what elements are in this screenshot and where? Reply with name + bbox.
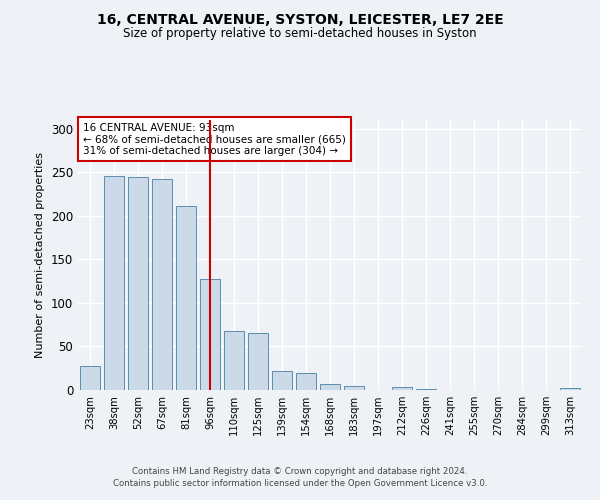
Bar: [560, 388, 580, 390]
Bar: [128, 178, 148, 390]
Bar: [344, 386, 364, 390]
Bar: [392, 386, 412, 390]
Text: Contains public sector information licensed under the Open Government Licence v3: Contains public sector information licen…: [113, 478, 487, 488]
Bar: [272, 371, 292, 390]
Text: Contains HM Land Registry data © Crown copyright and database right 2024.: Contains HM Land Registry data © Crown c…: [132, 467, 468, 476]
Y-axis label: Number of semi-detached properties: Number of semi-detached properties: [35, 152, 46, 358]
Bar: [296, 374, 316, 390]
Bar: [200, 280, 220, 390]
Bar: [224, 331, 244, 390]
Text: Size of property relative to semi-detached houses in Syston: Size of property relative to semi-detach…: [123, 28, 477, 40]
Bar: [104, 176, 124, 390]
Bar: [248, 334, 268, 390]
Bar: [80, 366, 100, 390]
Text: 16, CENTRAL AVENUE, SYSTON, LEICESTER, LE7 2EE: 16, CENTRAL AVENUE, SYSTON, LEICESTER, L…: [97, 12, 503, 26]
Bar: [416, 389, 436, 390]
Bar: [152, 179, 172, 390]
Bar: [176, 206, 196, 390]
Text: 16 CENTRAL AVENUE: 93sqm
← 68% of semi-detached houses are smaller (665)
31% of : 16 CENTRAL AVENUE: 93sqm ← 68% of semi-d…: [83, 122, 346, 156]
Bar: [320, 384, 340, 390]
